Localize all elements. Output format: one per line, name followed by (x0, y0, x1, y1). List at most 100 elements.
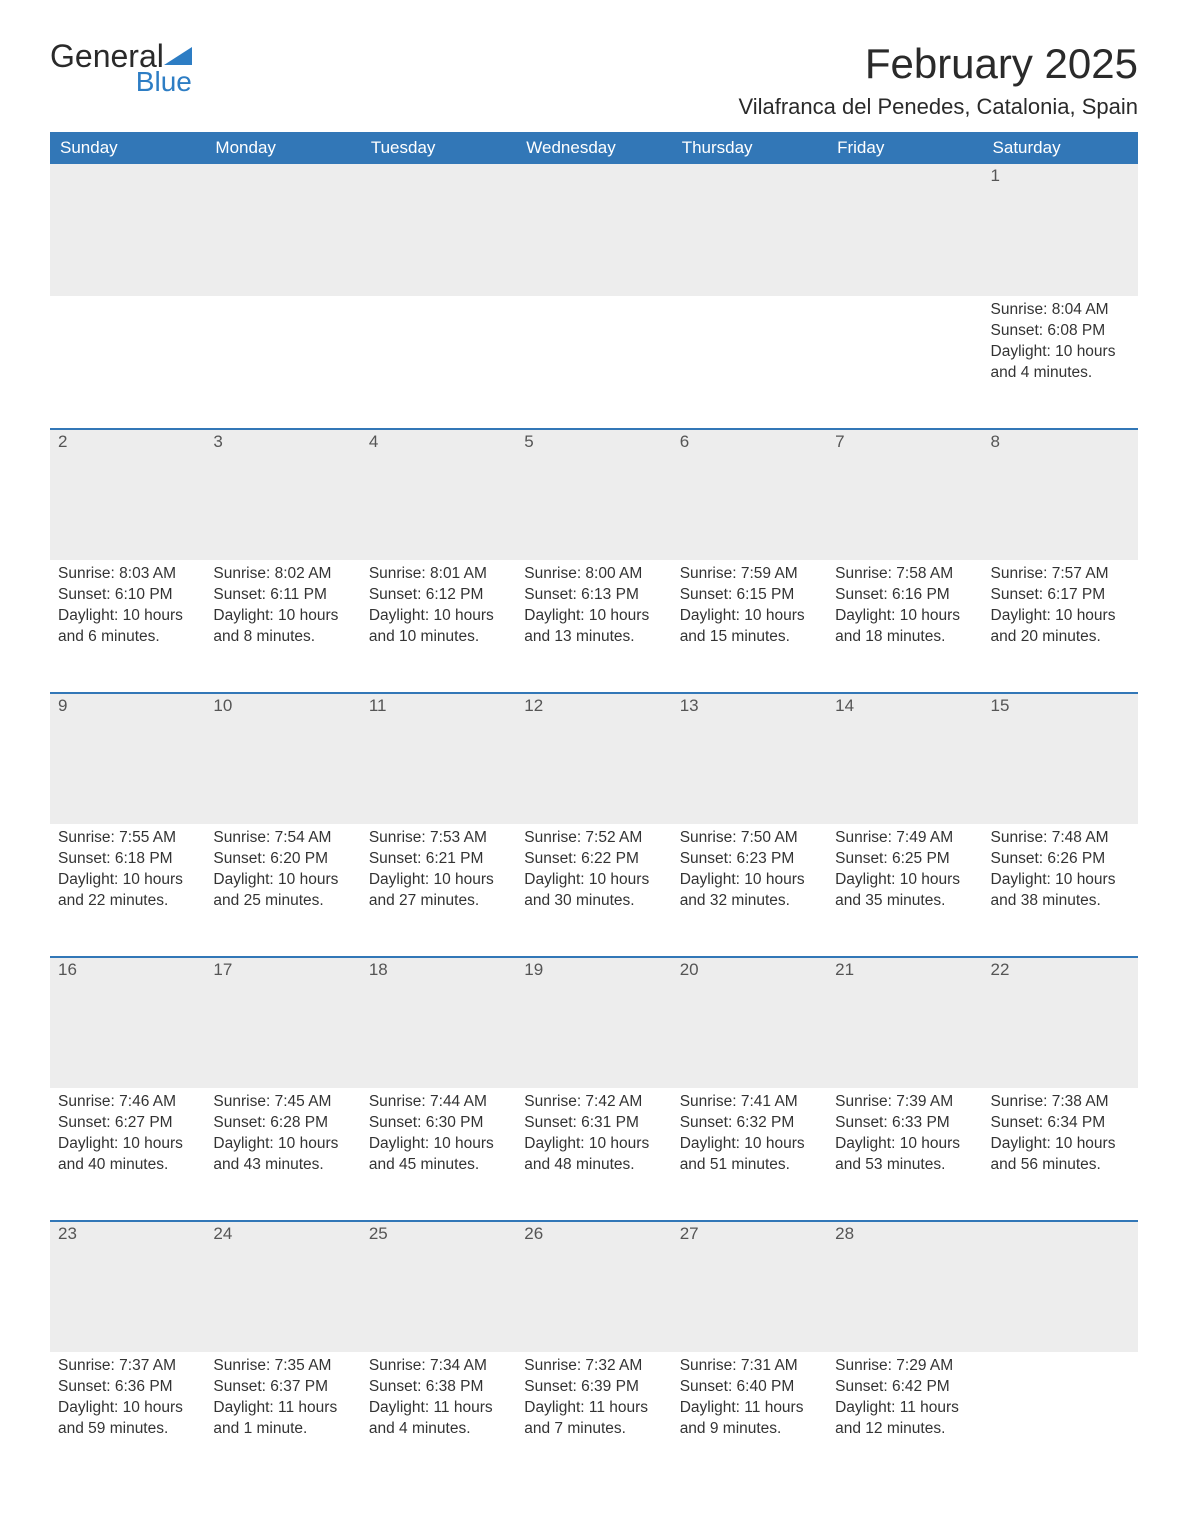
sunrise-text: Sunrise: 7:37 AM (58, 1356, 197, 1377)
sunset-text: Sunset: 6:37 PM (213, 1377, 352, 1398)
daylight-text: Daylight: 10 hours and 43 minutes. (213, 1134, 352, 1176)
location-subtitle: Vilafranca del Penedes, Catalonia, Spain (738, 94, 1138, 120)
sunrise-text: Sunrise: 7:48 AM (991, 828, 1130, 849)
daylight-text: Daylight: 10 hours and 38 minutes. (991, 870, 1130, 912)
sunrise-text: Sunrise: 8:03 AM (58, 564, 197, 585)
day-number-cell: 20 (672, 956, 827, 1088)
weekday-header: Tuesday (361, 132, 516, 164)
day-number-cell: 12 (516, 692, 671, 824)
daylight-text: Daylight: 10 hours and 40 minutes. (58, 1134, 197, 1176)
sunrise-text: Sunrise: 7:57 AM (991, 564, 1130, 585)
day-content-cell (827, 296, 982, 428)
sunrise-text: Sunrise: 7:34 AM (369, 1356, 508, 1377)
day-content-cell (983, 1352, 1138, 1484)
day-number-cell: 25 (361, 1220, 516, 1352)
sunset-text: Sunset: 6:20 PM (213, 849, 352, 870)
sunrise-text: Sunrise: 7:58 AM (835, 564, 974, 585)
day-content-cell: Sunrise: 7:46 AMSunset: 6:27 PMDaylight:… (50, 1088, 205, 1220)
day-number-row: 16171819202122 (50, 956, 1138, 1088)
day-content-cell: Sunrise: 7:57 AMSunset: 6:17 PMDaylight:… (983, 560, 1138, 692)
sunrise-text: Sunrise: 7:45 AM (213, 1092, 352, 1113)
sunrise-text: Sunrise: 7:29 AM (835, 1356, 974, 1377)
day-number-cell: 23 (50, 1220, 205, 1352)
daylight-text: Daylight: 10 hours and 35 minutes. (835, 870, 974, 912)
weekday-header-row: SundayMondayTuesdayWednesdayThursdayFrid… (50, 132, 1138, 164)
day-number-row: 232425262728 (50, 1220, 1138, 1352)
day-content-row: Sunrise: 7:46 AMSunset: 6:27 PMDaylight:… (50, 1088, 1138, 1220)
page-header: General Blue February 2025 Vilafranca de… (50, 40, 1138, 120)
daylight-text: Daylight: 11 hours and 9 minutes. (680, 1398, 819, 1440)
sunset-text: Sunset: 6:11 PM (213, 585, 352, 606)
daylight-text: Daylight: 10 hours and 25 minutes. (213, 870, 352, 912)
sunrise-text: Sunrise: 8:02 AM (213, 564, 352, 585)
day-content-cell: Sunrise: 7:50 AMSunset: 6:23 PMDaylight:… (672, 824, 827, 956)
day-content-cell: Sunrise: 7:38 AMSunset: 6:34 PMDaylight:… (983, 1088, 1138, 1220)
day-number-cell: 4 (361, 428, 516, 560)
day-number-cell (205, 164, 360, 296)
sunset-text: Sunset: 6:34 PM (991, 1113, 1130, 1134)
day-content-cell: Sunrise: 7:42 AMSunset: 6:31 PMDaylight:… (516, 1088, 671, 1220)
daylight-text: Daylight: 11 hours and 4 minutes. (369, 1398, 508, 1440)
sunrise-text: Sunrise: 7:52 AM (524, 828, 663, 849)
sunset-text: Sunset: 6:38 PM (369, 1377, 508, 1398)
day-number-cell: 28 (827, 1220, 982, 1352)
sunset-text: Sunset: 6:32 PM (680, 1113, 819, 1134)
day-content-row: Sunrise: 7:37 AMSunset: 6:36 PMDaylight:… (50, 1352, 1138, 1484)
day-content-cell: Sunrise: 7:32 AMSunset: 6:39 PMDaylight:… (516, 1352, 671, 1484)
day-number-cell: 10 (205, 692, 360, 824)
sunset-text: Sunset: 6:30 PM (369, 1113, 508, 1134)
daylight-text: Daylight: 10 hours and 20 minutes. (991, 606, 1130, 648)
sunset-text: Sunset: 6:15 PM (680, 585, 819, 606)
sunset-text: Sunset: 6:40 PM (680, 1377, 819, 1398)
day-content-cell: Sunrise: 7:29 AMSunset: 6:42 PMDaylight:… (827, 1352, 982, 1484)
daylight-text: Daylight: 10 hours and 10 minutes. (369, 606, 508, 648)
day-number-cell: 19 (516, 956, 671, 1088)
daylight-text: Daylight: 10 hours and 45 minutes. (369, 1134, 508, 1176)
day-number-cell: 9 (50, 692, 205, 824)
day-content-cell: Sunrise: 7:45 AMSunset: 6:28 PMDaylight:… (205, 1088, 360, 1220)
daylight-text: Daylight: 10 hours and 13 minutes. (524, 606, 663, 648)
sunset-text: Sunset: 6:42 PM (835, 1377, 974, 1398)
day-number-cell: 2 (50, 428, 205, 560)
sunrise-text: Sunrise: 7:49 AM (835, 828, 974, 849)
day-number-cell: 18 (361, 956, 516, 1088)
day-number-cell: 27 (672, 1220, 827, 1352)
day-number-cell: 11 (361, 692, 516, 824)
day-content-row: Sunrise: 8:03 AMSunset: 6:10 PMDaylight:… (50, 560, 1138, 692)
logo: General Blue (50, 40, 192, 96)
sunrise-text: Sunrise: 8:00 AM (524, 564, 663, 585)
day-content-cell: Sunrise: 7:44 AMSunset: 6:30 PMDaylight:… (361, 1088, 516, 1220)
day-number-row: 2345678 (50, 428, 1138, 560)
sunrise-text: Sunrise: 7:31 AM (680, 1356, 819, 1377)
day-content-cell: Sunrise: 8:04 AMSunset: 6:08 PMDaylight:… (983, 296, 1138, 428)
sunset-text: Sunset: 6:39 PM (524, 1377, 663, 1398)
sunrise-text: Sunrise: 7:50 AM (680, 828, 819, 849)
sunrise-text: Sunrise: 8:04 AM (991, 300, 1130, 321)
sunset-text: Sunset: 6:36 PM (58, 1377, 197, 1398)
daylight-text: Daylight: 10 hours and 59 minutes. (58, 1398, 197, 1440)
daylight-text: Daylight: 10 hours and 27 minutes. (369, 870, 508, 912)
day-number-cell (516, 164, 671, 296)
daylight-text: Daylight: 10 hours and 18 minutes. (835, 606, 974, 648)
day-content-cell: Sunrise: 7:34 AMSunset: 6:38 PMDaylight:… (361, 1352, 516, 1484)
day-content-cell: Sunrise: 7:53 AMSunset: 6:21 PMDaylight:… (361, 824, 516, 956)
day-content-cell (516, 296, 671, 428)
daylight-text: Daylight: 10 hours and 22 minutes. (58, 870, 197, 912)
calendar-table: SundayMondayTuesdayWednesdayThursdayFrid… (50, 132, 1138, 1484)
daylight-text: Daylight: 10 hours and 4 minutes. (991, 342, 1130, 384)
day-content-cell: Sunrise: 8:02 AMSunset: 6:11 PMDaylight:… (205, 560, 360, 692)
sunrise-text: Sunrise: 7:55 AM (58, 828, 197, 849)
daylight-text: Daylight: 10 hours and 8 minutes. (213, 606, 352, 648)
day-number-cell: 15 (983, 692, 1138, 824)
day-content-cell: Sunrise: 7:39 AMSunset: 6:33 PMDaylight:… (827, 1088, 982, 1220)
day-content-cell: Sunrise: 8:03 AMSunset: 6:10 PMDaylight:… (50, 560, 205, 692)
sunrise-text: Sunrise: 7:54 AM (213, 828, 352, 849)
day-content-cell: Sunrise: 7:31 AMSunset: 6:40 PMDaylight:… (672, 1352, 827, 1484)
daylight-text: Daylight: 11 hours and 12 minutes. (835, 1398, 974, 1440)
day-number-cell: 13 (672, 692, 827, 824)
day-content-cell: Sunrise: 7:49 AMSunset: 6:25 PMDaylight:… (827, 824, 982, 956)
day-content-cell (205, 296, 360, 428)
weekday-header: Sunday (50, 132, 205, 164)
daylight-text: Daylight: 10 hours and 48 minutes. (524, 1134, 663, 1176)
sunset-text: Sunset: 6:31 PM (524, 1113, 663, 1134)
